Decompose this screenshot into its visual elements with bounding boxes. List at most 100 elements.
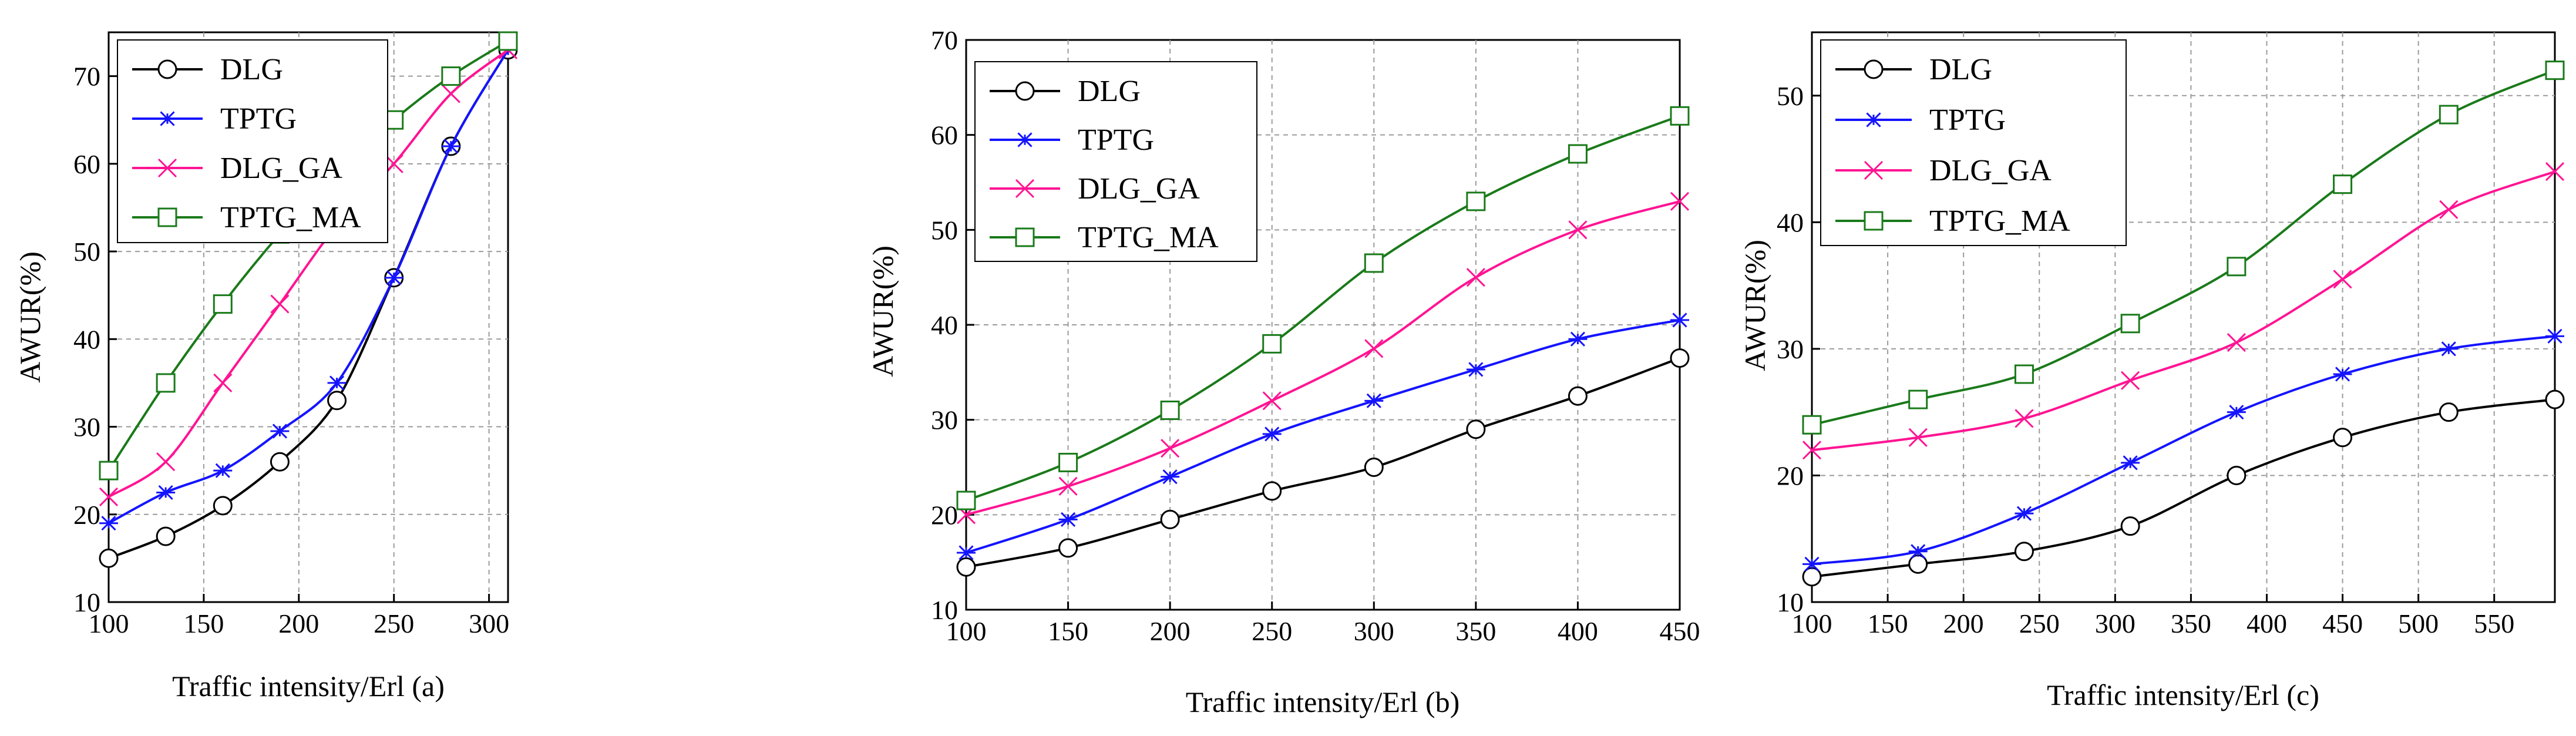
- data-point-dlg-ga: [1802, 441, 1822, 460]
- x-tick-label: 100: [89, 609, 129, 638]
- data-point-tptg: [1802, 556, 1821, 572]
- data-point-dlg-ga: [156, 452, 176, 472]
- series-dlg: [956, 348, 1690, 577]
- data-point-tptg-ma: [2120, 314, 2140, 334]
- data-point-dlg-ga: [2121, 371, 2140, 390]
- data-point-dlg: [327, 391, 347, 411]
- data-point-dlg-ga: [2227, 333, 2246, 352]
- data-point-tptg-ma: [213, 294, 233, 314]
- data-point-tptg: [957, 545, 976, 560]
- data-point-tptg: [2227, 405, 2246, 420]
- series-line-dlg-ga: [1811, 170, 2555, 452]
- legend-label: DLG: [1929, 53, 1992, 86]
- data-point-dlg-ga: [2439, 200, 2459, 219]
- data-point-tptg: [1058, 512, 1078, 527]
- data-point-dlg-ga: [213, 373, 233, 392]
- y-axis-label: AWUR(%): [14, 251, 46, 383]
- legend-item-tptg-ma: TPTG_MA: [132, 201, 361, 234]
- x-axis-label: Traffic intensity/Erl (b): [1186, 685, 1460, 718]
- data-point-tptg-ma: [1908, 389, 1928, 409]
- data-point-dlg: [2545, 389, 2565, 409]
- data-point-dlg: [270, 452, 290, 472]
- y-tick-label: 10: [931, 595, 958, 625]
- data-point-dlg: [99, 548, 119, 568]
- x-tick-label: 300: [1354, 616, 1394, 646]
- data-point-dlg: [2227, 465, 2247, 485]
- x-tick-label: 200: [278, 609, 319, 638]
- series-tptg: [1802, 328, 2564, 572]
- series-line-dlg: [1811, 398, 2555, 578]
- legend-item-dlg: DLG: [1835, 53, 1992, 86]
- y-tick-label: 20: [1777, 461, 1804, 490]
- series-layer: [1802, 61, 2565, 587]
- legend: DLG TPTG DLG_GA TPTG_MA: [974, 61, 1257, 262]
- data-point-tptg-ma: [1160, 401, 1180, 420]
- x-axis-label: Traffic intensity/Erl (c): [2047, 678, 2319, 711]
- series-line-tptg: [966, 318, 1680, 554]
- chart-panel-c: 100 150 200 250 300 350 400 450 500 550 10 20 30 40 5…: [1738, 31, 2565, 711]
- series-tptg-ma: [1802, 61, 2565, 435]
- data-point-tptg: [384, 270, 403, 285]
- legend-marker-tptg-ma: [1864, 211, 1884, 231]
- data-point-dlg: [213, 496, 233, 516]
- y-tick-label: 20: [931, 500, 958, 530]
- series-dlg-ga: [956, 191, 1690, 525]
- y-tick-label: 30: [73, 412, 100, 442]
- data-point-tptg-ma: [498, 31, 518, 51]
- legend-item-tptg-ma: TPTG_MA: [1835, 204, 2070, 238]
- y-tick-label: 60: [73, 149, 100, 179]
- legend-label: DLG_GA: [1078, 172, 1200, 206]
- data-point-tptg: [1466, 362, 1485, 377]
- y-tick-label: 10: [1777, 587, 1804, 617]
- x-tick-labels: 100 150 200 250 300 350 400 450 500 550: [1792, 609, 2515, 638]
- x-tick-label: 450: [2322, 609, 2363, 638]
- legend-label: TPTG: [1929, 103, 2006, 137]
- series-dlg: [1802, 389, 2565, 587]
- y-tick-labels: 10 20 30 40 50 60 70: [73, 62, 100, 617]
- plot-area-frame: [107, 31, 509, 603]
- x-tick-label: 150: [183, 609, 224, 638]
- data-point-dlg-ga: [441, 84, 460, 103]
- data-point-tptg-ma: [1262, 334, 1282, 354]
- data-point-tptg-ma: [1058, 452, 1078, 472]
- grid-lines: [965, 39, 1681, 611]
- data-point-dlg: [2120, 516, 2140, 536]
- legend-marker-dlg-ga: [1015, 179, 1035, 199]
- x-tick-labels: 100 150 200 250 300 350 400 450: [946, 616, 1700, 646]
- data-point-dlg: [1058, 538, 1078, 558]
- y-tick-label: 70: [73, 62, 100, 92]
- data-point-dlg: [1262, 481, 1282, 501]
- data-point-tptg-ma: [1802, 415, 1822, 435]
- legend-item-tptg: TPTG: [1835, 103, 2006, 137]
- data-point-tptg-ma: [2439, 105, 2459, 125]
- data-point-tptg-ma: [2227, 257, 2247, 277]
- legend-item-dlg-ga: DLG_GA: [1835, 154, 2052, 187]
- legend-marker-tptg: [158, 111, 177, 126]
- chart-panel-a: 100 150 200 250 300 10 20 30 40 50 60 70 Traffic i…: [14, 31, 518, 703]
- series-layer: [956, 106, 1690, 577]
- y-tick-labels: 10 20 30 40 50 60 70: [931, 25, 958, 625]
- legend-item-tptg: TPTG: [990, 123, 1154, 157]
- data-point-dlg-ga: [270, 294, 290, 314]
- legend-marker-dlg: [157, 59, 177, 79]
- data-point-dlg: [1160, 509, 1180, 529]
- data-point-dlg-ga: [2333, 270, 2352, 289]
- data-point-tptg: [270, 424, 290, 439]
- grid-lines: [107, 32, 508, 603]
- data-point-dlg: [1568, 386, 1588, 406]
- x-tick-label: 550: [2474, 609, 2514, 638]
- plot-area-frame: [1811, 31, 2556, 603]
- series-tptg-ma: [956, 106, 1690, 510]
- y-tick-label: 40: [73, 324, 100, 354]
- data-point-tptg: [327, 375, 347, 391]
- data-point-tptg: [1670, 312, 1689, 328]
- y-tick-label: 20: [73, 500, 100, 530]
- legend-item-tptg-ma: TPTG_MA: [990, 221, 1219, 254]
- x-tick-label: 400: [1558, 616, 1598, 646]
- data-point-tptg-ma: [1466, 191, 1486, 211]
- data-point-tptg: [1908, 544, 1928, 559]
- legend-marker-tptg-ma: [1015, 227, 1035, 247]
- legend: DLG TPTG DLG_GA TPTG_MA: [1820, 39, 2127, 246]
- legend-marker-tptg: [1864, 112, 1883, 127]
- x-tick-label: 100: [946, 616, 987, 646]
